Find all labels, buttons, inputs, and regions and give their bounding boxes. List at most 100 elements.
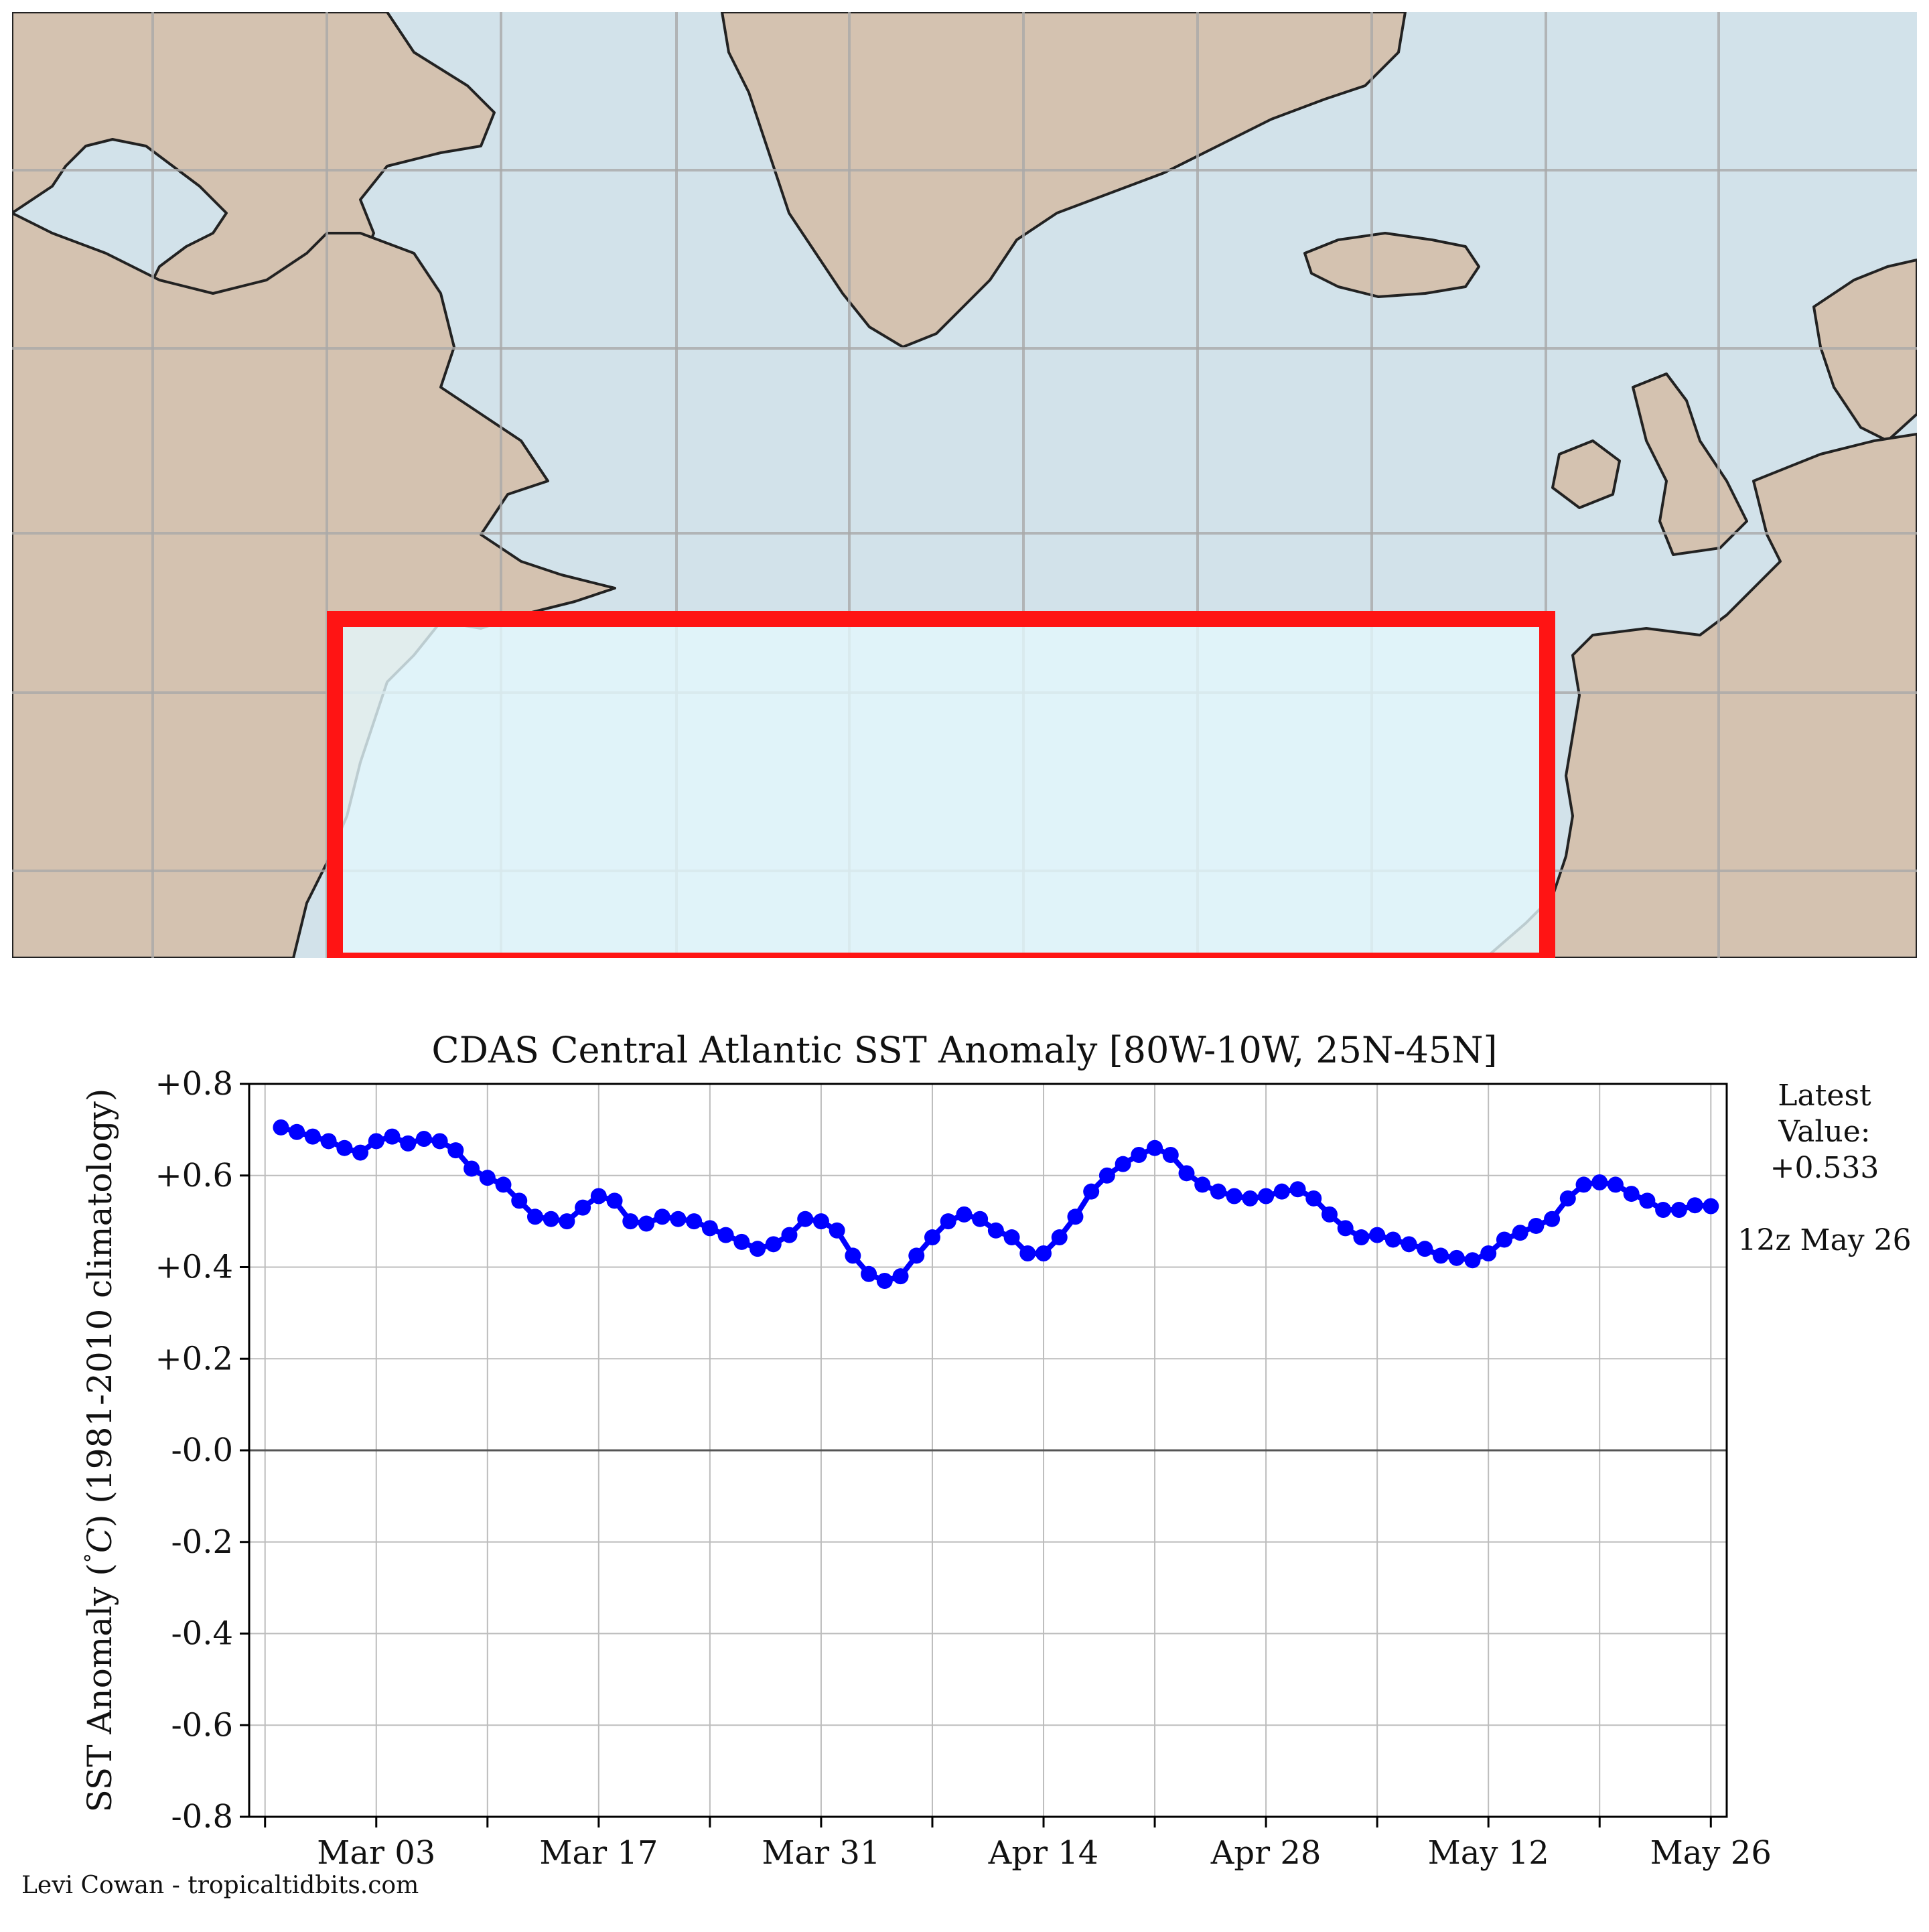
data-point	[273, 1119, 289, 1135]
latest-value: +0.533	[1770, 1151, 1879, 1185]
data-point	[1273, 1183, 1290, 1200]
data-point	[352, 1144, 369, 1161]
data-point	[1098, 1167, 1115, 1184]
data-point	[1242, 1190, 1259, 1206]
data-point	[384, 1128, 401, 1145]
y-axis-title: SST Anomaly (°C) (1981-2010 climatology)	[80, 1089, 119, 1813]
data-point	[590, 1188, 607, 1204]
data-point	[1210, 1183, 1226, 1200]
data-point	[797, 1211, 814, 1227]
region-map	[11, 11, 1918, 969]
data-point	[1258, 1188, 1275, 1204]
data-point	[1401, 1236, 1417, 1253]
data-point	[654, 1209, 670, 1225]
data-point	[1003, 1229, 1020, 1246]
x-tick-label: May 12	[1428, 1834, 1549, 1872]
data-point	[1019, 1245, 1036, 1261]
data-point	[1512, 1225, 1528, 1241]
y-tick-label: +0.4	[155, 1249, 233, 1286]
data-point	[765, 1236, 782, 1253]
data-point	[1083, 1183, 1100, 1200]
data-point	[940, 1213, 956, 1230]
region-highlight-box	[327, 611, 1555, 969]
data-point	[876, 1273, 893, 1290]
map-land	[11, 11, 1918, 959]
data-point	[1623, 1186, 1640, 1202]
y-tick-label: +0.8	[155, 1065, 233, 1103]
data-point	[956, 1206, 973, 1223]
data-point	[1067, 1209, 1084, 1225]
data-point	[701, 1220, 718, 1237]
data-point	[1321, 1206, 1338, 1223]
x-tick-label: Mar 31	[762, 1834, 880, 1872]
data-point	[1464, 1252, 1481, 1269]
latest-time: 12z May 26	[1737, 1223, 1911, 1257]
data-point	[1162, 1146, 1179, 1163]
data-point	[622, 1213, 639, 1230]
chart-title: CDAS Central Atlantic SST Anomaly [80W-1…	[431, 1029, 1497, 1071]
data-point	[1178, 1165, 1195, 1182]
data-point	[1194, 1176, 1211, 1193]
data-point	[733, 1233, 750, 1250]
data-point	[670, 1211, 687, 1227]
data-point	[1687, 1197, 1703, 1214]
data-point	[717, 1227, 734, 1243]
region-map-svg	[11, 11, 1918, 969]
data-point	[1035, 1245, 1052, 1261]
data-point	[400, 1135, 417, 1152]
data-point	[972, 1211, 989, 1227]
latest-label-line2: Value:	[1778, 1115, 1870, 1149]
data-point	[1226, 1188, 1242, 1204]
y-tick-label: +0.6	[155, 1157, 233, 1194]
data-point	[559, 1213, 575, 1230]
land-scandinavia	[1812, 259, 1918, 442]
data-point	[1703, 1198, 1719, 1215]
data-point	[845, 1247, 861, 1264]
x-tick-label: Mar 17	[539, 1834, 658, 1872]
data-point	[1575, 1176, 1592, 1193]
y-tick-label: -0.4	[171, 1615, 233, 1653]
data-point	[829, 1222, 845, 1239]
data-point	[1147, 1140, 1163, 1156]
data-point	[861, 1265, 877, 1282]
data-point	[336, 1140, 353, 1156]
land-iceland	[1303, 232, 1480, 298]
data-point	[304, 1128, 321, 1145]
data-point	[463, 1160, 480, 1177]
data-point	[924, 1229, 940, 1246]
data-point	[1544, 1211, 1561, 1227]
data-point	[447, 1142, 464, 1159]
data-point	[1353, 1229, 1370, 1246]
data-point	[526, 1209, 543, 1225]
data-point	[1289, 1181, 1306, 1198]
data-point	[892, 1268, 909, 1285]
credit-text: Levi Cowan - tropicaltidbits.com	[21, 1872, 419, 1899]
data-point	[479, 1170, 496, 1186]
data-point	[1337, 1220, 1354, 1237]
data-point	[320, 1133, 337, 1150]
y-tick-label: +0.2	[155, 1340, 233, 1377]
x-tick-label: Apr 14	[988, 1834, 1099, 1872]
land-ireland	[1551, 439, 1621, 509]
data-point	[686, 1213, 703, 1230]
data-point	[1305, 1190, 1322, 1206]
data-point	[1115, 1156, 1131, 1172]
x-axis: Mar 03 Mar 17 Mar 31 Apr 14 Apr 28 May 12 May …	[264, 1817, 1772, 1872]
data-point	[606, 1192, 623, 1209]
data-point	[1131, 1146, 1147, 1163]
latest-value-box: Latest Value: +0.533 12z May 26	[1737, 1079, 1911, 1257]
data-point	[1417, 1241, 1433, 1257]
y-tick-label: -0.8	[171, 1798, 233, 1836]
data-point	[987, 1222, 1004, 1239]
data-point	[1528, 1217, 1545, 1234]
data-point	[1369, 1227, 1386, 1243]
data-point	[781, 1227, 798, 1243]
series-layer	[273, 1119, 1719, 1290]
data-point	[575, 1199, 591, 1216]
data-point	[1639, 1192, 1656, 1209]
data-point	[1559, 1190, 1576, 1206]
data-point	[812, 1213, 829, 1230]
data-point	[1448, 1249, 1465, 1266]
chart-svg: CDAS Central Atlantic SST Anomaly [80W-1…	[21, 1029, 1912, 1899]
data-point	[495, 1176, 512, 1193]
